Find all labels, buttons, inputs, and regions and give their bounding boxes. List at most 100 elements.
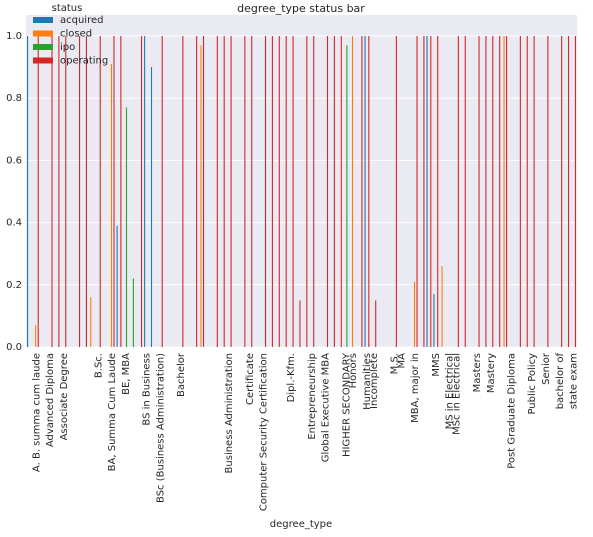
bar [85,35,87,347]
x-tick-label: M.S. [389,353,400,374]
bar [492,35,494,347]
x-tick-label: BS in Business [142,353,153,426]
bar [264,35,267,347]
bar [433,294,435,347]
legend-swatch [33,44,53,50]
x-tick-label: BSc (Business Administration) [155,353,166,503]
bar [485,35,487,347]
legend-swatch [33,17,53,23]
bar [533,35,535,347]
bar [326,35,329,347]
bar [110,63,113,347]
bar [457,35,459,347]
x-tick-label: BE, MBA [121,353,132,395]
bar [547,35,549,347]
bar [196,35,198,347]
bar [285,35,287,347]
bar [99,35,101,347]
bar [506,35,508,347]
legend-swatch [33,30,53,37]
bar [519,35,521,347]
x-tick-label: MSc in Electrical [451,353,462,435]
bar [150,67,153,347]
bar [230,35,232,347]
bar [526,35,528,347]
x-tick-label: Dipl.-Kfm. [286,353,297,402]
bar [51,35,53,347]
bar [144,35,146,347]
bar [333,35,335,347]
bar [568,35,570,347]
bar [416,35,418,347]
x-tick-label: Global Executive MBA [321,353,332,462]
x-tick-label: bachelor of [555,353,566,410]
bar [426,35,428,347]
bar [113,35,115,347]
bar [271,35,273,347]
y-tick-label: 0.0 [6,342,22,353]
bar [561,35,563,347]
bar [125,107,128,347]
bar [202,35,205,347]
bar [499,35,501,347]
y-tick-label: 0.6 [6,155,22,166]
x-tick-label: Humanities [362,353,373,410]
bar [120,35,122,347]
legend-label: closed [60,29,92,40]
bar [90,297,92,347]
bar [292,35,294,347]
x-tick-label: MA [396,353,407,369]
bar [340,35,342,347]
bar [65,35,67,347]
x-tick-label: Certificate [245,353,256,405]
legend-title: status [52,3,83,14]
bar [346,45,348,348]
bar [437,35,439,347]
bar [503,35,505,347]
bar [464,35,466,347]
x-tick-label: Senior [541,352,552,385]
plot-area [26,15,577,347]
x-tick-label: Post Graduate Diploma [507,353,518,469]
bar [182,35,184,347]
x-tick-label: state exam [569,353,580,409]
bar [441,266,443,347]
bar [364,35,366,347]
bar [200,45,202,348]
bar [244,35,246,347]
bar [278,35,280,347]
x-tick-label: Bachelor [176,352,187,397]
x-tick-label: Computer Security Certification [259,353,270,511]
bar [116,225,118,347]
bar [251,35,253,347]
x-axis-label: degree_type [270,519,332,530]
bar [26,35,29,347]
x-tick-label: Public Policy [527,353,538,415]
bar [132,278,134,347]
bar [351,35,354,347]
x-tick-label: Honors [348,353,359,388]
y-tick-label: 0.8 [6,93,22,104]
bar [216,35,218,347]
x-tick-label: Masters [472,353,483,392]
x-tick-label: MMS [431,353,442,377]
bar [375,300,377,347]
bar [430,35,432,347]
bar [79,35,81,347]
x-tick-label: Mastery [486,353,497,393]
x-tick-label: BA, Summa Cum Laude [107,353,118,471]
x-tick-label: MBA, major in [410,353,421,423]
x-tick-label: B.Sc. [93,353,104,378]
legend-label: operating [60,56,108,67]
bar [361,35,363,347]
bar [35,325,37,347]
bar [368,35,370,347]
x-tick-label: HIGHER SECONDARY [341,352,352,457]
x-tick-label: Advanced Diploma [45,353,56,447]
y-tick-label: 0.2 [6,280,22,291]
bar [574,35,577,347]
bar [306,35,308,347]
legend-label: acquired [60,15,103,26]
